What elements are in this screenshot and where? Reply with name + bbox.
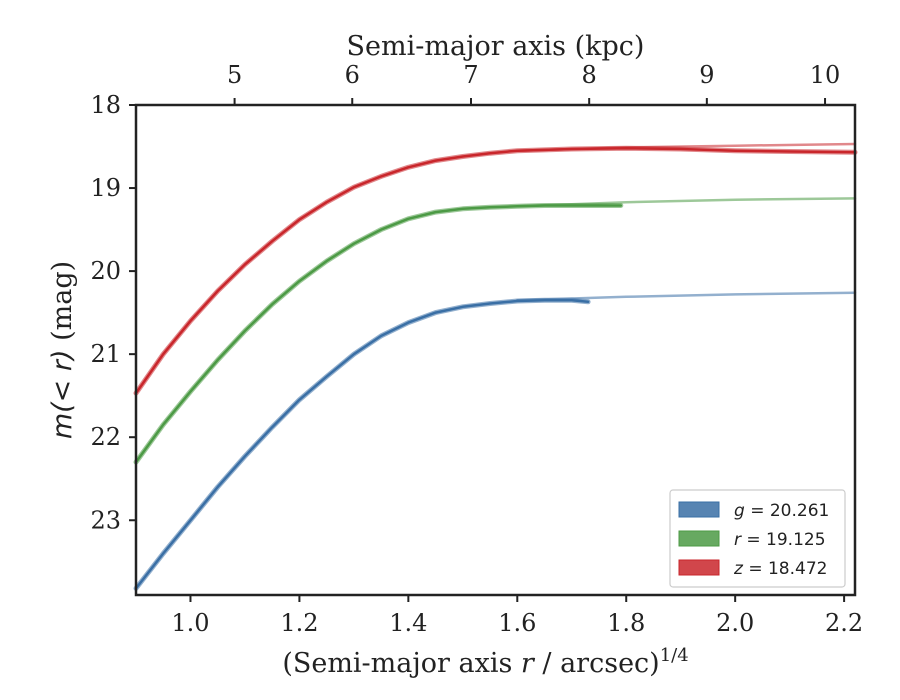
- x-tick-label: 2.2: [825, 609, 863, 637]
- x-axis-title: (Semi-major axis r / arcsec)1/4: [282, 645, 688, 679]
- legend-swatch-z: [678, 559, 720, 576]
- x-tick-label: 1.2: [280, 609, 318, 637]
- top-tick-label: 5: [227, 61, 242, 89]
- series-z-line: [134, 146, 857, 395]
- x-tick-label: 1.0: [171, 609, 209, 637]
- legend-label-r: r = 19.125: [734, 530, 826, 550]
- series-r-band: [133, 203, 624, 465]
- legend-label-z: z = 18.472: [733, 559, 827, 579]
- series-g-band: [133, 297, 591, 591]
- top-tick-label: 8: [582, 61, 597, 89]
- legend-swatch-r: [678, 530, 720, 547]
- y-tick-label: 22: [90, 423, 121, 451]
- y-tick-label: 21: [90, 340, 121, 368]
- series-r-line: [134, 204, 623, 464]
- plot-frame: [134, 103, 857, 597]
- x-tick-label: 1.6: [498, 609, 536, 637]
- y-tick-label: 18: [90, 91, 121, 119]
- y-tick-label: 20: [90, 257, 121, 285]
- x-tick-label: 1.4: [389, 609, 427, 637]
- y-tick-label: 23: [90, 506, 121, 534]
- y-axis-title: m(< r) (mag): [47, 261, 78, 439]
- top-tick-label: 10: [810, 61, 841, 89]
- top-tick-label: 9: [699, 61, 714, 89]
- series-g-line: [134, 298, 590, 590]
- legend: g = 20.261 r = 19.125 z = 18.472: [669, 489, 846, 588]
- top-axis-title: Semi-major axis (kpc): [347, 31, 645, 62]
- legend-swatch-g: [678, 501, 720, 518]
- series-z-band: [133, 145, 858, 396]
- x-tick-label: 1.8: [607, 609, 645, 637]
- top-tick-label: 6: [345, 61, 360, 89]
- top-tick-label: 7: [463, 61, 478, 89]
- y-tick-label: 19: [90, 174, 121, 202]
- x-tick-label: 2.0: [716, 609, 754, 637]
- legend-label-g: g = 20.261: [734, 501, 829, 521]
